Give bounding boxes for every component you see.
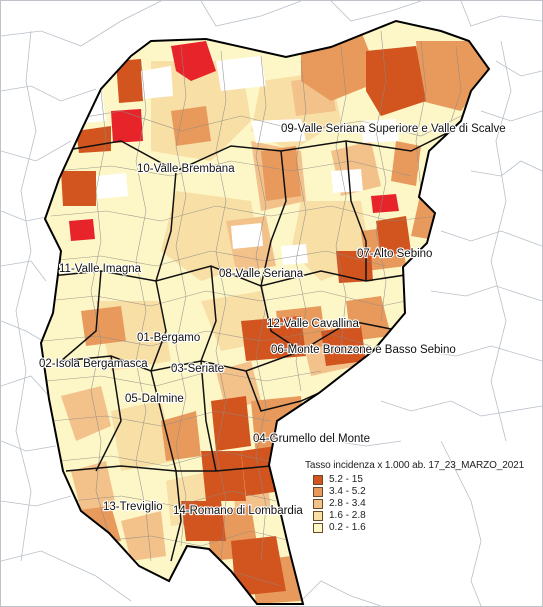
district-label-05: 05-Dalmine xyxy=(125,393,184,405)
district-label-01: 01-Bergamo xyxy=(137,332,200,344)
district-label-11: 11-Valle Imagna xyxy=(59,263,142,275)
district-label-13: 13-Treviglio xyxy=(103,501,163,513)
legend-row: 1.6 - 2.8 xyxy=(313,510,541,521)
legend-row: 5.2 - 15 xyxy=(313,474,541,485)
legend-swatch xyxy=(313,486,323,497)
legend-label: 3.4 - 5.2 xyxy=(329,486,366,497)
district-label-03: 03-Seriate xyxy=(171,363,224,375)
district-label-02: 02-Isola Bergamasca xyxy=(39,358,148,370)
legend-swatch xyxy=(313,522,323,533)
province-outline xyxy=(39,19,491,605)
legend-row: 0.2 - 1.6 xyxy=(313,522,541,533)
district-label-06: 06-Monte Bronzone e Basso Sebino xyxy=(271,344,456,356)
legend-row: 3.4 - 5.2 xyxy=(313,486,541,497)
district-label-12: 12-Valle Cavallina xyxy=(267,318,359,330)
legend-label: 0.2 - 1.6 xyxy=(329,522,366,533)
legend-label: 2.8 - 3.4 xyxy=(329,498,366,509)
district-label-09: 09-Valle Seriana Superiore e Valle di Sc… xyxy=(281,123,506,135)
legend: Tasso incidenza x 1.000 ab. 17_23_MARZO_… xyxy=(305,460,541,534)
legend-row: 2.8 - 3.4 xyxy=(313,498,541,509)
legend-swatch xyxy=(313,474,323,485)
district-label-04: 04-Grumello del Monte xyxy=(253,433,370,445)
district-label-07: 07-Alto Sebino xyxy=(357,248,432,260)
legend-swatch xyxy=(313,510,323,521)
legend-swatch xyxy=(313,498,323,509)
legend-label: 5.2 - 15 xyxy=(329,474,363,485)
district-label-10: 10-Valle Brembana xyxy=(137,163,235,175)
district-label-08: 08-Valle Seriana xyxy=(219,268,304,280)
legend-title: Tasso incidenza x 1.000 ab. 17_23_MARZO_… xyxy=(305,460,525,471)
district-labels: 09-Valle Seriana Superiore e Valle di Sc… xyxy=(38,122,507,518)
district-label-14: 14-Romano di Lombardia xyxy=(173,505,303,517)
legend-label: 1.6 - 2.8 xyxy=(329,510,366,521)
